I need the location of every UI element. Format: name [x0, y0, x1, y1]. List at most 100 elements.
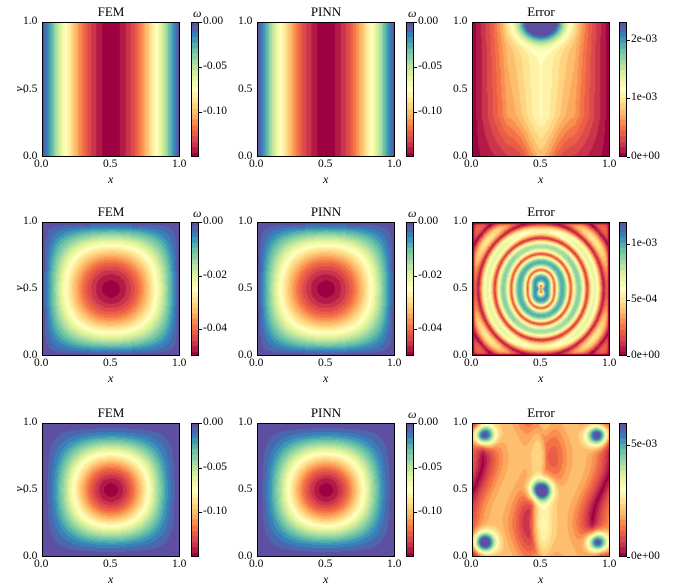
y-tick-label: 1.0 [23, 15, 38, 27]
x-axis-label: x [108, 172, 114, 186]
colorbar-tick-mark [627, 557, 630, 558]
colorbar [406, 22, 414, 157]
x-tick-label: 0.5 [533, 558, 548, 570]
colorbar-tick-mark [627, 300, 630, 302]
y-tick-label: 0.5 [23, 483, 38, 495]
colorbar-tick-mark [627, 356, 630, 357]
colorbar-label: ω [408, 6, 417, 20]
x-tick-label: 0.0 [249, 558, 264, 570]
plot-title: FEM [97, 405, 125, 420]
heatmap-plot [42, 22, 180, 157]
plot-title: FEM [97, 204, 125, 219]
colorbar-tick-mark [414, 22, 417, 23]
colorbar-tick-mark [627, 244, 630, 246]
plot-title: PINN [310, 405, 342, 420]
plot-title: Error [527, 204, 555, 219]
plot-title: FEM [97, 4, 125, 19]
colorbar-label: ω [408, 407, 417, 421]
y-axis-label: y [11, 85, 26, 92]
colorbar-tick-label: -0.04 [203, 322, 227, 335]
x-tick-label: 0.5 [103, 558, 118, 570]
x-axis-label: x [538, 172, 544, 186]
colorbar-tick-label: 0.00 [418, 416, 439, 428]
colorbar [619, 222, 627, 356]
x-tick-label: 0.0 [34, 357, 49, 369]
plot-title: Error [527, 405, 555, 420]
y-tick-label: 0.0 [453, 150, 468, 162]
y-axis-label: y [11, 285, 26, 291]
colorbar-tick-label: 0e+00 [631, 150, 660, 162]
y-tick-label: 0.5 [238, 483, 253, 495]
x-axis-label: x [108, 371, 114, 385]
x-tick-label: 1.0 [602, 158, 617, 170]
colorbar [619, 22, 627, 157]
colorbar-tick-mark [199, 22, 202, 23]
x-tick-label: 0.0 [249, 357, 264, 369]
colorbar-tick-mark [199, 112, 202, 113]
colorbar-tick-label: 0.00 [418, 215, 439, 227]
colorbar-tick-mark [199, 67, 202, 68]
plot-title: Error [527, 4, 555, 19]
colorbar-tick-mark [199, 467, 202, 469]
x-tick-label: 1.0 [602, 558, 617, 570]
x-axis-label: x [538, 572, 544, 586]
colorbar-tick-label: -0.05 [203, 460, 227, 473]
x-axis-label: x [108, 572, 114, 586]
heatmap-plot [472, 423, 610, 557]
x-tick-label: 1.0 [602, 357, 617, 369]
colorbar-tick-mark [414, 512, 417, 514]
x-tick-label: 1.0 [172, 357, 187, 369]
colorbar [406, 423, 414, 557]
x-tick-label: 0.0 [464, 558, 479, 570]
colorbar-tick-label: 0e+00 [631, 550, 660, 562]
y-tick-label: 1.0 [238, 15, 253, 27]
colorbar-tick-mark [414, 112, 417, 113]
colorbar-tick-label: -0.05 [418, 60, 442, 72]
x-tick-label: 1.0 [387, 158, 402, 170]
colorbar-tick-label: -0.10 [418, 505, 442, 518]
colorbar [191, 22, 199, 157]
x-tick-label: 0.5 [533, 357, 548, 369]
colorbar-tick-label: -0.04 [418, 322, 442, 335]
colorbar-tick-label: -0.10 [203, 105, 227, 117]
colorbar [191, 222, 199, 356]
colorbar-tick-label: 5e-03 [631, 438, 658, 451]
colorbar-label: ω [408, 206, 417, 220]
colorbar-tick-mark [414, 67, 417, 68]
x-tick-label: 1.0 [387, 357, 402, 369]
heatmap-plot [42, 222, 180, 356]
colorbar-tick-label: 0.00 [203, 416, 224, 428]
colorbar-tick-label: 5e-04 [631, 293, 658, 306]
y-tick-label: 0.0 [23, 349, 38, 361]
colorbar-tick-mark [199, 512, 202, 514]
x-tick-label: 0.0 [34, 558, 49, 570]
x-tick-label: 0.5 [318, 158, 333, 170]
y-tick-label: 0.5 [238, 82, 253, 95]
y-tick-label: 1.0 [238, 215, 253, 227]
heatmap-plot [42, 423, 180, 557]
colorbar-tick-label: 1e-03 [631, 91, 658, 104]
heatmap-plot [257, 22, 395, 157]
y-tick-label: 0.5 [453, 483, 468, 495]
y-tick-label: 1.0 [238, 416, 253, 428]
colorbar-tick-label: 0e+00 [631, 349, 660, 361]
x-tick-label: 0.5 [533, 158, 548, 170]
colorbar-tick-mark [414, 275, 417, 277]
colorbar-tick-mark [199, 329, 202, 331]
colorbar-tick-label: -0.10 [203, 505, 227, 518]
x-axis-label: x [323, 172, 329, 186]
colorbar-tick-mark [199, 423, 202, 424]
y-tick-label: 0.0 [23, 550, 38, 562]
y-axis-label: y [11, 486, 26, 492]
colorbar-tick-label: 0.00 [203, 15, 224, 27]
y-tick-label: 0.0 [453, 550, 468, 562]
plot-title: PINN [310, 204, 342, 219]
colorbar-tick-mark [627, 445, 630, 447]
y-tick-label: 1.0 [453, 15, 468, 27]
colorbar [191, 423, 199, 557]
y-tick-label: 0.5 [23, 82, 38, 95]
y-tick-label: 0.5 [23, 282, 38, 294]
x-tick-label: 1.0 [172, 558, 187, 570]
colorbar-tick-label: 0.00 [203, 215, 224, 227]
x-tick-label: 0.5 [318, 558, 333, 570]
